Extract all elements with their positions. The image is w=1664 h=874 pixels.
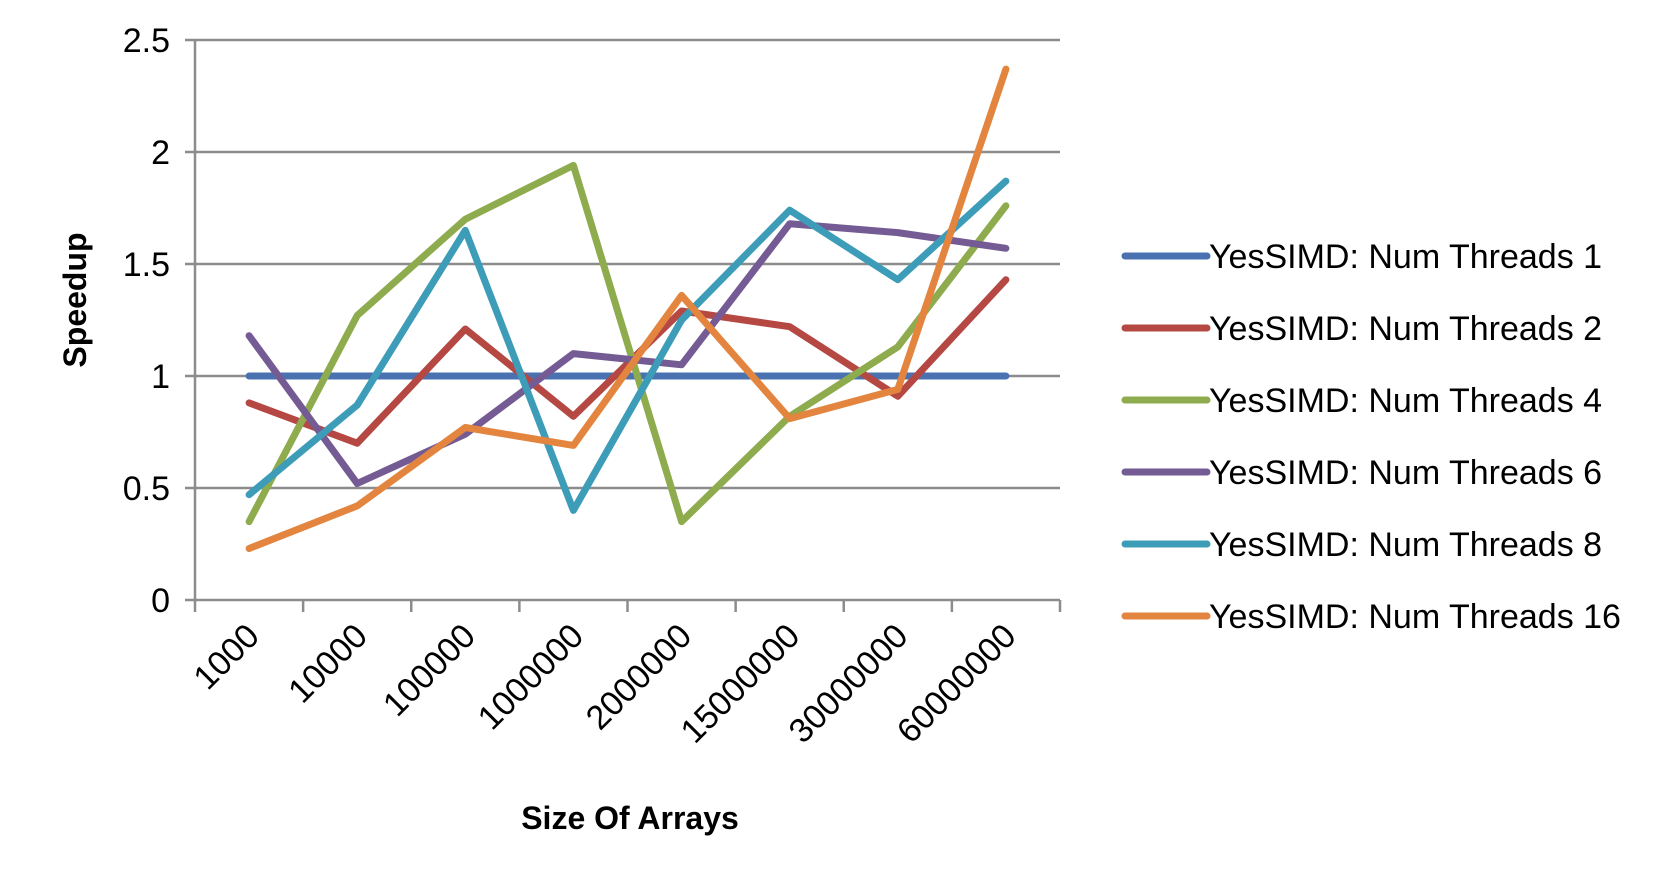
y-tick-label: 1.5 — [123, 246, 170, 284]
y-tick-label: 2 — [151, 134, 170, 172]
legend-label: YesSIMD: Num Threads 4 — [1209, 382, 1602, 420]
y-tick-label: 2.5 — [123, 22, 170, 60]
series-line-1 — [245, 276, 1010, 447]
series-line-5 — [245, 65, 1010, 552]
y-tick-label: 0.5 — [123, 470, 170, 508]
legend-label: YesSIMD: Num Threads 6 — [1209, 454, 1602, 492]
legend-label: YesSIMD: Num Threads 2 — [1209, 310, 1602, 348]
x-axis-title: Size Of Arrays — [521, 800, 739, 836]
y-axis-title: Speedup — [57, 232, 93, 367]
y-tick-labels: 0 0.5 1 1.5 2 2.5 — [123, 22, 170, 620]
x-tick-label: 1000000 — [471, 617, 591, 737]
y-tick-label: 1 — [151, 358, 170, 396]
x-tick-labels: 1000 10000 1000001000000200000015000000300… — [186, 617, 1023, 751]
legend-label: YesSIMD: Num Threads 8 — [1209, 526, 1602, 564]
legend-label: YesSIMD: Num Threads 1 — [1209, 238, 1602, 276]
x-tick-label: 100000 — [376, 617, 483, 724]
x-tick-label: 1000 — [186, 617, 266, 697]
series-lines — [245, 65, 1010, 552]
series-line-4 — [245, 177, 1010, 514]
y-tick-label: 0 — [151, 582, 170, 620]
series-line-3 — [245, 220, 1010, 487]
legend: YesSIMD: Num Threads 1 YesSIMD: Num Threa… — [1121, 238, 1621, 636]
series-line-2 — [245, 161, 1010, 526]
legend-label: YesSIMD: Num Threads 16 — [1209, 598, 1621, 636]
x-tick-label: 10000 — [281, 617, 375, 711]
x-tick-label: 60000000 — [890, 617, 1024, 751]
axes — [185, 38, 1062, 612]
